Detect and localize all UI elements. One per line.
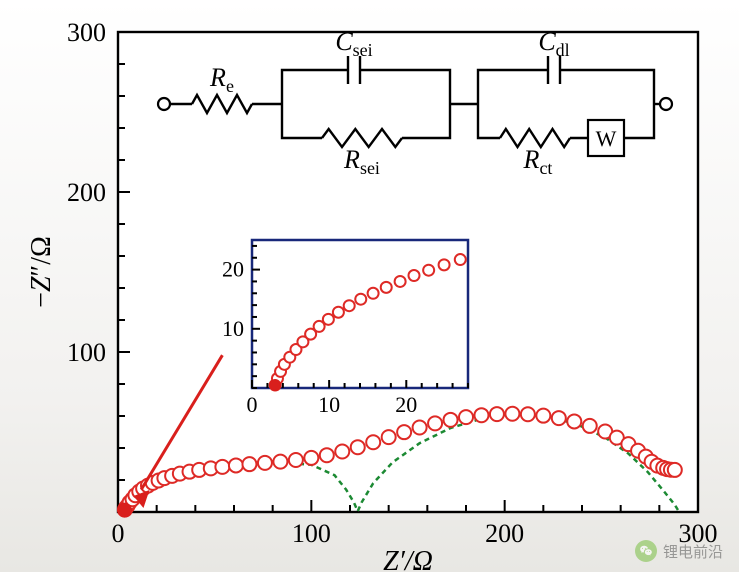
y-tick-label: 300 — [67, 18, 106, 47]
x-tick-label: 100 — [292, 519, 331, 548]
data-point — [536, 409, 550, 423]
inset-point — [344, 300, 355, 311]
y-axis-label: −Z″/Ω — [26, 236, 57, 308]
data-point — [289, 453, 303, 467]
x-tick-label: 200 — [485, 519, 524, 548]
data-point — [583, 419, 597, 433]
inset-point — [323, 314, 334, 325]
inset-point — [355, 294, 366, 305]
inset-point — [423, 265, 434, 276]
inset-x-label: 20 — [395, 392, 417, 417]
inset-x-label: 10 — [318, 392, 340, 417]
x-tick-label: 0 — [112, 519, 125, 548]
data-point — [668, 463, 682, 477]
data-point — [242, 457, 256, 471]
data-point-start — [118, 503, 132, 517]
data-point — [215, 460, 229, 474]
data-point — [413, 421, 427, 435]
inset-point — [381, 282, 392, 293]
data-point — [552, 411, 566, 425]
wechat-icon — [635, 540, 657, 562]
inset-point-start — [270, 380, 281, 391]
data-point — [273, 455, 287, 469]
data-point — [521, 407, 535, 421]
data-point — [335, 445, 349, 459]
inset-point — [455, 254, 466, 265]
inset-point — [368, 288, 379, 299]
data-point — [459, 410, 473, 424]
figure-root: 0100200300100200300Z′/Ω−Z″/Ω010201020WRe… — [0, 0, 739, 572]
data-point — [490, 407, 504, 421]
inset-y-label: 10 — [222, 316, 244, 341]
inset-point — [333, 307, 344, 318]
data-point — [366, 435, 380, 449]
data-point — [397, 425, 411, 439]
y-tick-label: 200 — [67, 178, 106, 207]
inset-y-label: 20 — [222, 257, 244, 282]
inset-x-label: 0 — [247, 392, 258, 417]
data-point — [505, 407, 519, 421]
inset-point — [439, 259, 450, 270]
data-point — [428, 416, 442, 430]
inset-point — [409, 270, 420, 281]
inset-point — [395, 276, 406, 287]
data-point — [258, 456, 272, 470]
watermark: 锂电前沿 — [635, 540, 723, 562]
data-point — [382, 430, 396, 444]
watermark-text: 锂电前沿 — [663, 541, 723, 562]
data-point — [567, 414, 581, 428]
y-tick-label: 100 — [67, 338, 106, 367]
data-point — [444, 413, 458, 427]
data-point — [320, 448, 334, 462]
warburg-label: W — [596, 126, 617, 151]
x-axis-label: Z′/Ω — [383, 546, 433, 572]
figure-svg: 0100200300100200300Z′/Ω−Z″/Ω010201020WRe… — [0, 0, 739, 572]
data-point — [474, 408, 488, 422]
data-point — [304, 451, 318, 465]
data-point — [229, 458, 243, 472]
data-point — [351, 440, 365, 454]
